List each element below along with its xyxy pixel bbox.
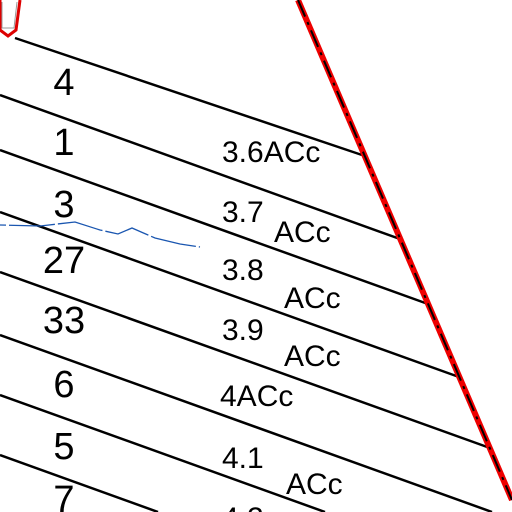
- lot-area: ACc: [274, 216, 331, 249]
- parcel-corner: [0, 0, 22, 38]
- lot-line: [0, 148, 429, 306]
- lot-area: 4ACc: [220, 380, 293, 413]
- lot-number: 3: [53, 184, 74, 226]
- parcel-corner-inner: [1, 1, 18, 29]
- labels: 4 3.6ACc 1 3.7 ACc 3 3.8 ACc 27 3.9 ACc 33 4ACc 6 4.1 A…: [43, 62, 343, 512]
- lot-number: 5: [53, 426, 74, 468]
- lot-area: 3.7: [222, 196, 264, 229]
- lot-line: [14, 36, 363, 157]
- lot-lines: [0, 36, 493, 512]
- lot-line: [0, 393, 326, 512]
- lot-area: 4.1: [222, 442, 264, 475]
- lot-number: 27: [43, 240, 85, 282]
- lot-line: [0, 93, 401, 241]
- lot-area: ACc: [284, 282, 341, 315]
- lot-area: 3.9: [222, 314, 264, 347]
- lot-line: [0, 210, 460, 379]
- lot-line: [0, 333, 493, 512]
- lot-number: 1: [53, 122, 74, 164]
- lot-number: 7: [53, 479, 74, 512]
- boundary-dash: [297, 0, 512, 501]
- lot-area: 3.6ACc: [222, 136, 320, 169]
- lot-area: 3.8: [222, 254, 264, 287]
- lot-area: 4.2: [222, 502, 264, 512]
- lot-number: 6: [53, 364, 74, 406]
- lot-line: [0, 270, 491, 450]
- lot-area: ACc: [286, 468, 343, 501]
- lot-number: 33: [43, 300, 85, 342]
- creek: [0, 221, 201, 248]
- lot-line: [0, 453, 159, 512]
- lot-number: 4: [53, 62, 74, 104]
- lot-area: ACc: [284, 340, 341, 373]
